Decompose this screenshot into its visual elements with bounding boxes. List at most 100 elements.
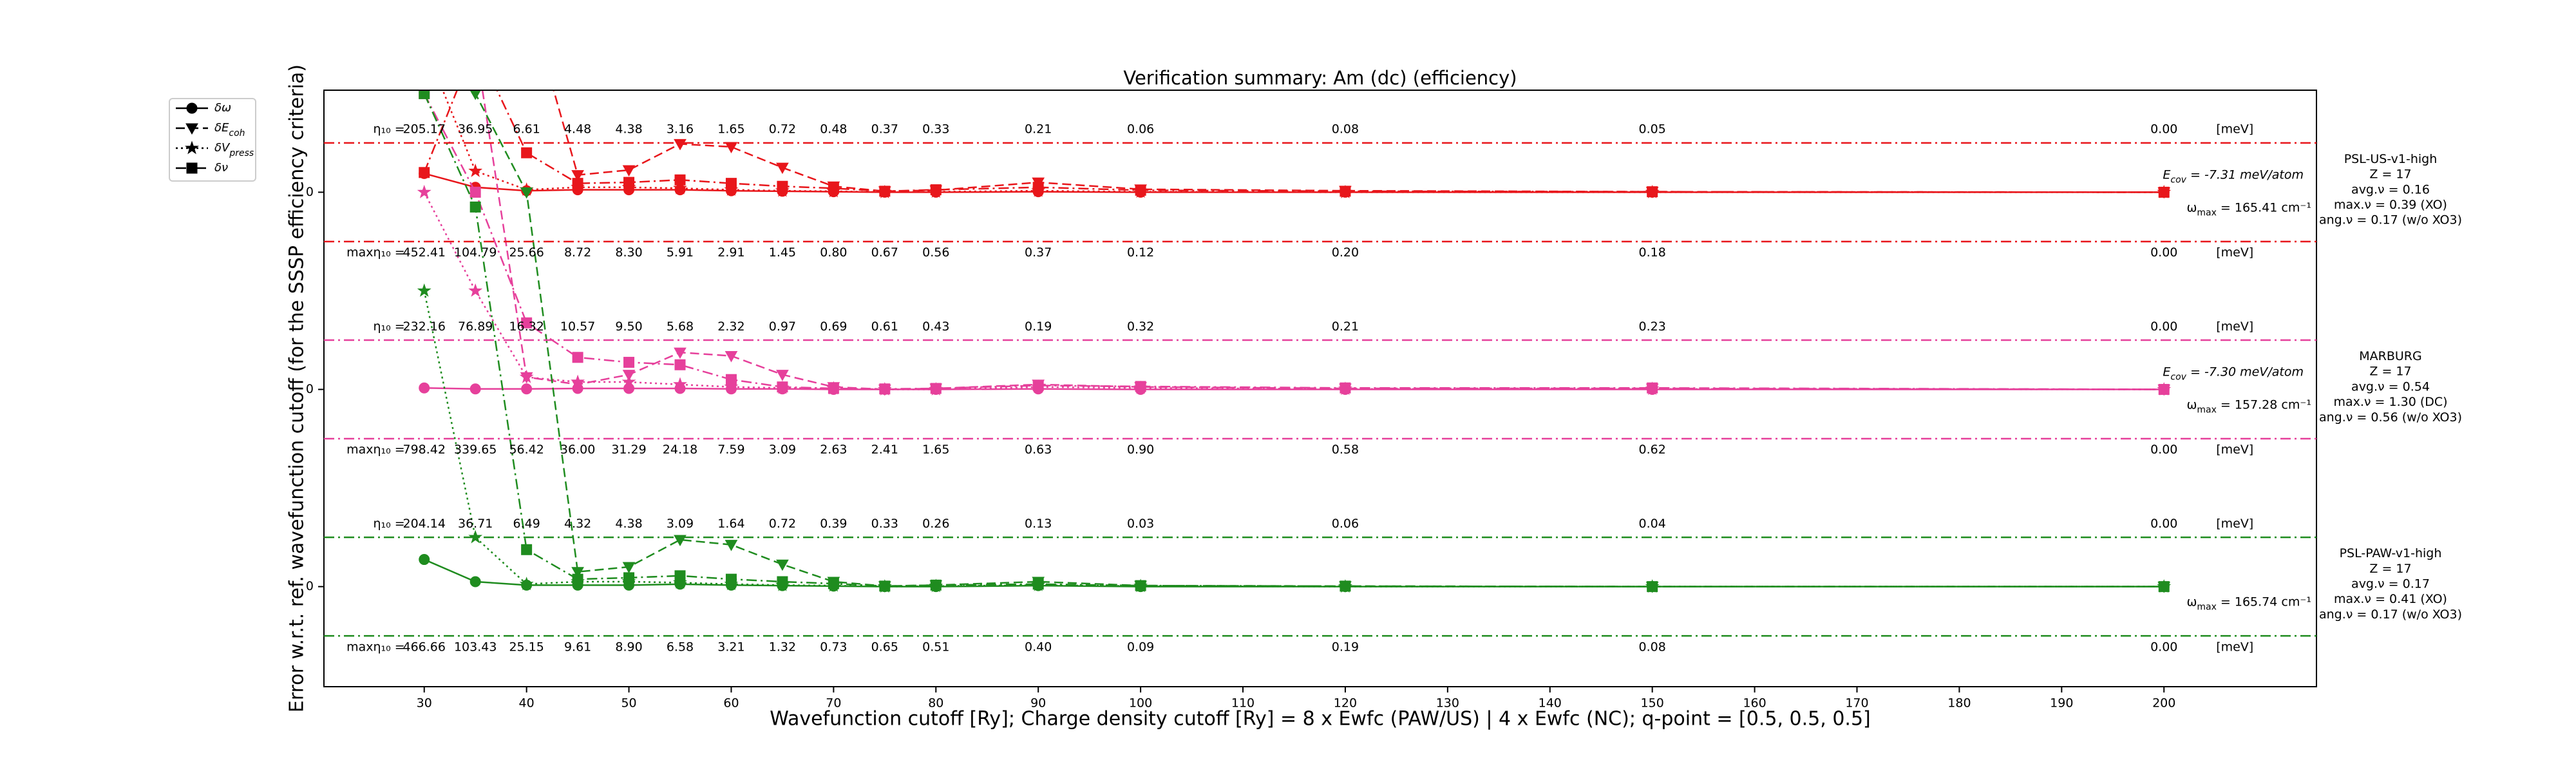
eta-label: 36.95 [458,122,493,137]
eta-label: 0.13 [1025,517,1052,531]
x-tick-label: 150 [1641,696,1664,711]
ecov-label: Ecov = -7.31 meV/atom [2163,167,2304,186]
legend-marker [185,140,199,155]
text-part: δω [214,101,231,115]
x-tick-label: 70 [826,696,841,711]
eta-label: 0.05 [1639,122,1666,137]
x-tick-label: 50 [621,696,636,711]
marker-triangle-down [724,142,738,154]
eta-prefix: η₁₀ = [373,320,404,334]
max-eta-label: 2.41 [871,443,898,457]
marker-square [879,383,891,395]
text-part: = 157.28 cm⁻¹ [2217,397,2311,412]
eta-label: 0.21 [1025,122,1052,137]
text-part: δE [214,121,229,135]
eta-label: 0.06 [1127,122,1154,137]
marker-square [879,580,891,592]
marker-square [930,579,942,591]
ecov-label: Ecov = -7.30 meV/atom [2163,365,2304,383]
eta-prefix: η₁₀ = [373,122,404,137]
eta-label: 6.49 [513,517,540,531]
max-eta-label: 0.37 [1025,245,1052,260]
panel-info: ang.ν = 0.56 (w/o XO3) [2319,410,2462,425]
marker-star [621,374,636,388]
marker-circle [469,576,481,587]
panel-info: PSL-PAW-v1-high [2340,546,2442,560]
marker-square [674,174,686,186]
marker-square [674,570,686,582]
eta-prefix: η₁₀ = [373,517,404,531]
marker-star [468,163,483,177]
subscript: max [2197,405,2217,415]
max-eta-label: 25.15 [509,640,544,654]
eta-label: 36.71 [458,517,493,531]
marker-square [1647,186,1658,198]
marker-triangle-down [622,562,636,574]
marker-square [674,359,686,370]
x-tick-label: 170 [1845,696,1868,711]
legend-box [169,98,256,182]
marker-star [673,180,687,195]
max-eta-label: 103.43 [454,640,497,654]
series-line [423,90,2164,193]
series-line [423,93,2164,587]
marker-square [572,352,583,363]
marker-triangle-down [674,347,687,359]
marker-star [519,369,534,383]
max-eta-label: 0.18 [1639,245,1666,260]
marker-star [519,577,534,591]
eta-label: 0.61 [871,320,898,334]
marker-square [725,178,737,189]
marker-star [418,38,430,50]
panel-info: avg.ν = 0.54 [2351,379,2430,394]
marker-star [417,283,431,297]
marker-square [623,177,635,188]
series-line [442,90,2164,193]
x-tick-label: 130 [1436,696,1459,711]
max-eta-label: 1.45 [769,245,796,260]
panel-info: max.ν = 0.41 (XO) [2334,592,2447,606]
eta-label: 1.65 [717,122,744,137]
marker-square [419,90,430,99]
panel-info: ang.ν = 0.17 (w/o XO3) [2319,607,2462,622]
eta-label: 0.03 [1127,517,1154,531]
marker-triangle-down [521,0,533,1]
max-eta-label: 104.79 [454,245,497,260]
marker-square [1135,184,1146,196]
marker-square [572,573,583,585]
eta-label: 205.17 [402,122,445,137]
legend-label: δEcoh [214,121,245,138]
marker-square [777,381,788,393]
eta-label: 0.32 [1127,320,1154,334]
marker-square [2158,581,2170,593]
eta-label: 4.38 [615,122,642,137]
omega-label: ωmax = 157.28 cm⁻¹ [2186,397,2311,415]
max-eta-label: 0.56 [922,245,949,260]
legend-label: δω [214,101,231,115]
marker-star [468,283,483,297]
unit-label: [meV] [2216,443,2253,457]
series-line [423,291,2164,587]
marker-triangle-down [520,187,533,199]
marker-triangle-down [571,170,584,182]
marker-square [2158,186,2170,198]
text-part: = 165.74 cm⁻¹ [2217,595,2311,609]
legend-label: δν [214,161,228,175]
max-eta-label: 0.00 [2150,640,2177,654]
subscript: cov [2170,175,2186,185]
text-part: E [2163,167,2170,182]
marker-square [725,573,737,585]
eta-label: 0.21 [1332,320,1359,334]
marker-circle [419,382,430,394]
max-eta-label: 31.29 [611,443,646,457]
max-eta-label: 798.42 [402,443,445,457]
max-eta-prefix: maxη₁₀ = [346,245,405,260]
omega-label: ωmax = 165.74 cm⁻¹ [2186,595,2311,613]
panel-info: max.ν = 1.30 (DC) [2333,395,2447,409]
eta-label: 0.72 [769,517,796,531]
max-eta-label: 5.91 [667,245,694,260]
max-eta-label: 8.90 [615,640,642,654]
max-eta-label: 0.12 [1127,245,1154,260]
